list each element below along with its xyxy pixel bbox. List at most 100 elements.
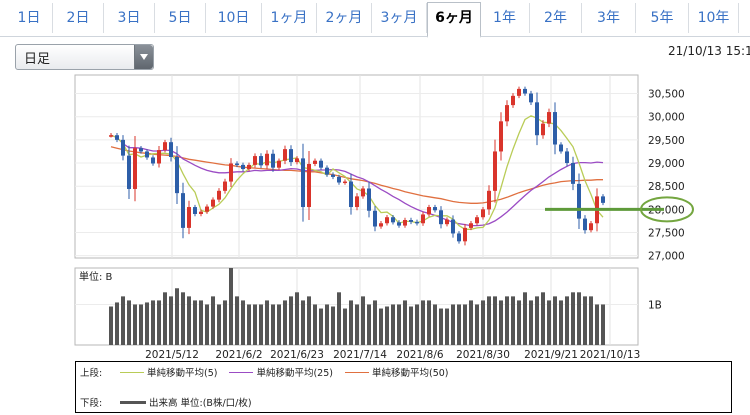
volume-bar — [313, 304, 317, 345]
candle-body — [403, 220, 407, 226]
candle-body — [325, 167, 329, 175]
candle-body — [535, 102, 539, 136]
volume-bar — [415, 304, 419, 345]
volume-bar — [295, 292, 299, 345]
tab-4[interactable]: 10日 — [206, 3, 262, 33]
volume-bar — [331, 306, 335, 345]
volume-bar — [433, 304, 437, 345]
candle-body — [547, 112, 551, 124]
tab-13[interactable]: 10年 — [689, 3, 739, 33]
tab-3[interactable]: 5日 — [155, 3, 206, 33]
candle-body — [121, 139, 125, 156]
volume-bar — [517, 300, 521, 345]
candle-body — [565, 151, 569, 164]
volume-bar — [475, 304, 479, 345]
x-tick-label: 2021/10/13 — [580, 349, 641, 361]
volume-bar — [325, 304, 329, 345]
candle-body — [517, 88, 521, 96]
legend-ma50: 単純移動平均(50) — [344, 365, 449, 379]
volume-bar — [409, 306, 413, 345]
candle-body — [481, 209, 485, 218]
volume-bar — [445, 308, 449, 345]
volume-bar — [289, 296, 293, 345]
volume-bar — [463, 304, 467, 345]
volume-bar — [469, 300, 473, 345]
x-tick-label: 2021/5/12 — [145, 349, 199, 361]
tab-5[interactable]: 1ヶ月 — [262, 3, 317, 33]
tab-6[interactable]: 2ヶ月 — [317, 3, 372, 33]
candle-body — [373, 210, 377, 227]
volume-bar — [229, 268, 233, 345]
y-tick-label: 27,000 — [648, 251, 685, 263]
candle-body — [589, 223, 593, 231]
volume-bar — [199, 300, 203, 345]
x-tick-label: 2021/6/2 — [215, 349, 262, 361]
tab-1[interactable]: 2日 — [53, 3, 104, 33]
candle-body — [397, 222, 401, 226]
candle-body — [235, 163, 239, 165]
candle-body — [319, 160, 323, 168]
volume-bar — [487, 296, 491, 345]
candle-body — [523, 88, 527, 94]
candle-body — [193, 207, 197, 214]
chevron-down-icon[interactable] — [134, 45, 153, 69]
volume-bar — [271, 304, 275, 345]
candle-body — [223, 181, 227, 191]
volume-bar — [193, 300, 197, 345]
legend-upper-label: 上段: — [80, 368, 103, 379]
y-tick-label: 28,000 — [648, 204, 685, 216]
tab-7[interactable]: 3ヶ月 — [372, 3, 427, 33]
candle-body — [439, 210, 443, 225]
volume-bar — [385, 306, 389, 345]
candle-body — [415, 221, 419, 224]
volume-bar — [493, 296, 497, 345]
candle-body — [457, 233, 461, 242]
candle-body — [163, 142, 167, 151]
volume-unit-label: 単位: B — [79, 270, 113, 283]
candle-body — [367, 188, 371, 211]
volume-bar — [541, 292, 545, 345]
x-tick-label: 2021/9/21 — [524, 349, 578, 361]
y-tick-label: 30,500 — [648, 89, 685, 101]
candle-body — [463, 227, 467, 242]
volume-bar — [259, 304, 263, 345]
tab-2[interactable]: 3日 — [104, 3, 155, 33]
candle-body — [199, 211, 203, 214]
volume-bar — [349, 300, 353, 345]
volume-bar — [235, 296, 239, 345]
volume-bar — [571, 292, 575, 345]
tab-11[interactable]: 3年 — [582, 3, 636, 33]
volume-bar — [457, 304, 461, 345]
tab-12[interactable]: 5年 — [636, 3, 689, 33]
x-tick-label: 2021/7/14 — [333, 349, 387, 361]
tab-8[interactable]: 6ヶ月 — [427, 2, 481, 38]
legend-ma25: 単純移動平均(25) — [229, 365, 333, 379]
candle-body — [205, 206, 209, 212]
interval-select[interactable]: 日足 — [15, 44, 154, 70]
candle-body — [529, 93, 533, 103]
y-tick-label: 27,500 — [648, 228, 685, 240]
legend-ma50-label: 単純移動平均(50) — [371, 368, 449, 379]
volume-bar — [265, 300, 269, 345]
price-panel — [74, 74, 639, 259]
volume-bar — [421, 300, 425, 345]
tab-0[interactable]: 1日 — [6, 3, 53, 33]
volume-tick-label: 1B — [648, 299, 662, 311]
y-tick-label: 30,000 — [648, 112, 685, 124]
tab-9[interactable]: 1年 — [480, 3, 530, 33]
volume-bar — [247, 304, 251, 345]
volume-bar — [127, 300, 131, 345]
tab-10[interactable]: 2年 — [530, 3, 582, 33]
volume-bar — [481, 300, 485, 345]
volume-bar — [151, 300, 155, 345]
y-tick-label: 29,000 — [648, 158, 685, 170]
volume-bar — [373, 300, 377, 345]
candle-body — [241, 164, 245, 170]
y-tick-label: 29,500 — [648, 135, 685, 147]
y-tick-label: 28,500 — [648, 181, 685, 193]
candle-body — [253, 156, 257, 165]
volume-bar — [595, 304, 599, 345]
volume-bar — [319, 308, 323, 345]
chart-legend: 上段: 単純移動平均(5) 単純移動平均(25) 単純移動平均(50) 下段: … — [75, 361, 732, 413]
candle-body — [451, 219, 455, 234]
